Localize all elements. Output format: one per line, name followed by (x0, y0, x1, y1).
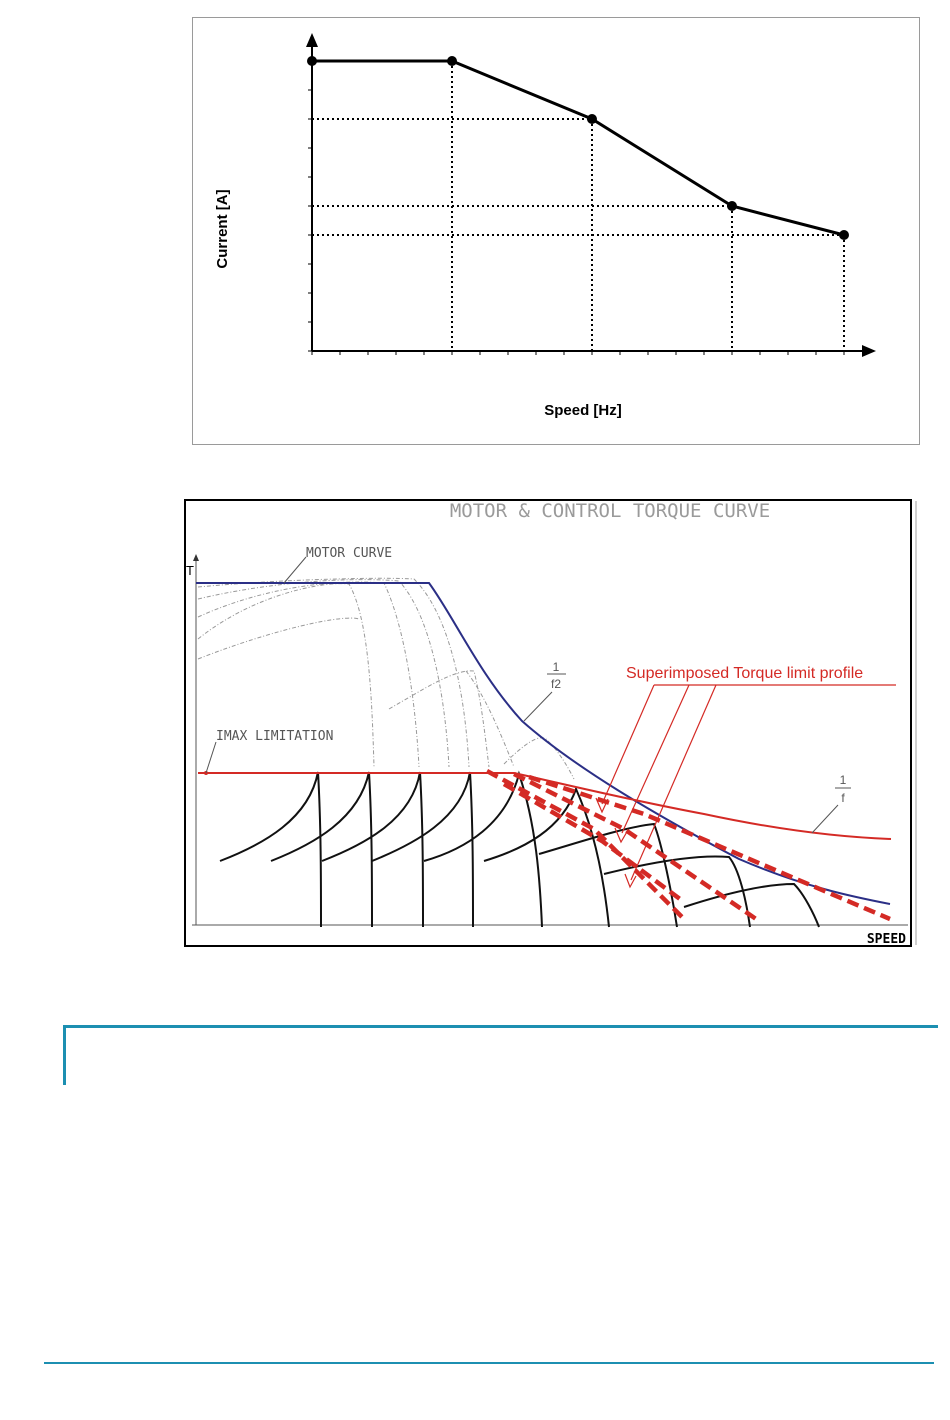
data-point (839, 230, 849, 240)
imax-limitation-line (198, 772, 892, 840)
inverse-f2-numerator: 1 (553, 660, 560, 674)
y-axis-arrow (193, 554, 199, 561)
imax-limitation-label: IMAX LIMITATION (216, 729, 333, 744)
chart-frame (192, 17, 920, 445)
y-axis-label: Current [A] (214, 189, 231, 268)
current-speed-chart: Current [A] Speed [Hz] (192, 17, 920, 445)
guide-lines (312, 61, 845, 351)
x-axis-label: SPEED (867, 932, 906, 947)
torque-curve-chart: MOTOR & CONTROL TORQUE CURVE T SPEED MOT… (184, 499, 917, 947)
chart-title: MOTOR & CONTROL TORQUE CURVE (450, 500, 770, 522)
series-points (307, 56, 849, 240)
footer-rule (44, 1362, 934, 1364)
chart-frame (184, 499, 912, 947)
imax-leader (205, 741, 217, 774)
data-point (727, 201, 737, 211)
torque-limit-label: Superimposed Torque limit profile (626, 665, 863, 682)
y-axis-label: T (186, 563, 194, 578)
axes (306, 33, 876, 357)
inverse-f2-denominator: f2 (551, 677, 561, 691)
inverse-f2-leader (523, 691, 553, 722)
motor-curve-leader (283, 556, 307, 584)
motor-curve-label: MOTOR CURVE (306, 546, 392, 561)
inverse-f-denominator: f (841, 791, 845, 805)
data-point (447, 56, 457, 66)
y-axis-arrow (306, 33, 318, 47)
x-axis-arrow (862, 345, 876, 357)
x-axis-label: Speed [Hz] (544, 402, 622, 419)
inverse-f-numerator: 1 (840, 773, 847, 787)
data-point (587, 114, 597, 124)
inverse-f-leader (811, 804, 839, 834)
torque-limit-profiles (485, 769, 891, 923)
data-point (307, 56, 317, 66)
section-box (63, 1025, 938, 1085)
torque-limit-arrows (595, 684, 717, 889)
